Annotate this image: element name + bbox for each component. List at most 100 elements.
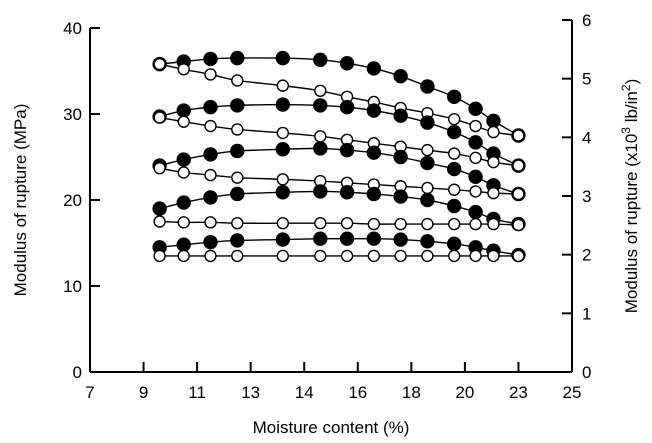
data-point-open: [421, 181, 434, 195]
data-point-open: [231, 171, 244, 184]
data-point-filled: [152, 201, 167, 216]
y-right-axis-title-mid: lb/in: [622, 91, 641, 127]
data-point-filled: [393, 232, 408, 247]
data-point-open: [276, 217, 289, 230]
data-point-filled: [446, 161, 462, 177]
data-point-open: [512, 187, 525, 201]
data-point-filled: [203, 190, 218, 205]
data-point-open: [512, 249, 525, 263]
data-point-open: [153, 57, 166, 71]
data-point-open: [421, 217, 434, 231]
data-point-filled: [420, 115, 435, 130]
data-point-open: [447, 112, 461, 126]
y-left-tick-label: 20: [63, 191, 82, 210]
data-point-open: [487, 125, 500, 139]
data-point-filled: [203, 99, 218, 115]
data-point-open: [153, 161, 166, 175]
data-point-filled: [420, 234, 435, 249]
data-point-filled: [339, 99, 355, 115]
data-point-open: [231, 249, 244, 263]
data-point-open: [447, 147, 461, 160]
data-point-filled: [313, 184, 328, 199]
data-point-open: [231, 217, 244, 230]
data-point-open: [231, 123, 244, 136]
data-point-open: [276, 126, 289, 140]
data-point-open: [447, 217, 461, 231]
data-point-filled: [468, 101, 483, 117]
data-point-open: [204, 168, 217, 182]
x-tick-label: 16: [348, 383, 367, 402]
data-point-open: [276, 173, 289, 186]
data-point-filled: [275, 232, 290, 247]
data-point-filled: [275, 142, 290, 157]
data-point-filled: [230, 143, 245, 159]
data-point-filled: [313, 231, 328, 246]
data-point-open: [177, 166, 190, 179]
data-point-filled: [176, 103, 191, 118]
data-point-open: [447, 183, 461, 196]
x-tick-label: 23: [509, 383, 528, 402]
data-point-filled: [230, 50, 245, 66]
data-point-filled: [393, 149, 408, 165]
data-point-filled: [339, 185, 355, 200]
data-point-filled: [366, 186, 382, 202]
data-point-open: [314, 217, 327, 230]
data-point-filled: [203, 147, 218, 162]
data-point-filled: [366, 231, 382, 246]
data-point-open: [469, 217, 482, 231]
data-point-open: [487, 186, 500, 200]
data-point-open: [204, 68, 217, 81]
data-point-open: [469, 119, 482, 133]
y-right-axis-title-prefix: Modulus of rupture (x10: [622, 134, 641, 314]
data-point-filled: [420, 192, 435, 208]
data-point-open: [153, 215, 166, 228]
y-left-tick-label: 30: [63, 105, 82, 124]
data-point-filled: [366, 103, 382, 118]
y-right-tick-label: 6: [582, 11, 591, 30]
data-point-open: [314, 249, 327, 263]
data-point-filled: [393, 189, 408, 204]
data-point-filled: [393, 108, 408, 123]
x-tick-label: 13: [241, 383, 260, 402]
data-point-filled: [230, 233, 245, 248]
y-right-axis-title: Modulus of rupture (x103 lb/in2): [619, 79, 641, 314]
data-point-filled: [446, 198, 462, 214]
data-point-open: [204, 119, 217, 133]
data-point-open: [394, 217, 407, 231]
data-point-filled: [313, 98, 328, 113]
x-axis-title: Moisture content (%): [253, 418, 410, 437]
data-point-open: [340, 249, 354, 263]
y-right-tick-label: 2: [582, 246, 591, 265]
data-point-filled: [230, 98, 245, 113]
data-point-filled: [420, 79, 435, 94]
y-right-tick-label: 1: [582, 304, 591, 323]
data-point-filled: [176, 152, 191, 167]
y-left-tick-label: 0: [73, 363, 82, 382]
data-point-filled: [203, 51, 218, 67]
data-point-filled: [446, 236, 462, 252]
data-point-filled: [275, 50, 290, 66]
y-right-tick-label: 3: [582, 187, 591, 206]
data-point-open: [177, 115, 190, 128]
x-tick-label: 7: [85, 383, 94, 402]
y-right-axis-title-suffix: ): [622, 79, 641, 85]
data-point-open: [469, 151, 482, 165]
data-point-filled: [339, 56, 355, 71]
x-tick-label: 9: [139, 383, 148, 402]
data-point-open: [204, 249, 217, 263]
data-point-filled: [275, 97, 290, 112]
x-tick-label: 25: [563, 383, 582, 402]
data-point-open: [512, 129, 525, 142]
data-point-open: [314, 130, 327, 143]
data-point-open: [394, 249, 407, 263]
data-point-filled: [203, 234, 218, 250]
data-point-open: [153, 111, 166, 124]
data-point-open: [487, 155, 500, 169]
data-point-filled: [176, 195, 191, 210]
y-left-axis-title: Modulus of rupture (MPa): [11, 104, 30, 297]
data-point-open: [512, 218, 525, 232]
x-tick-label: 14: [295, 383, 314, 402]
data-point-open: [340, 217, 354, 230]
